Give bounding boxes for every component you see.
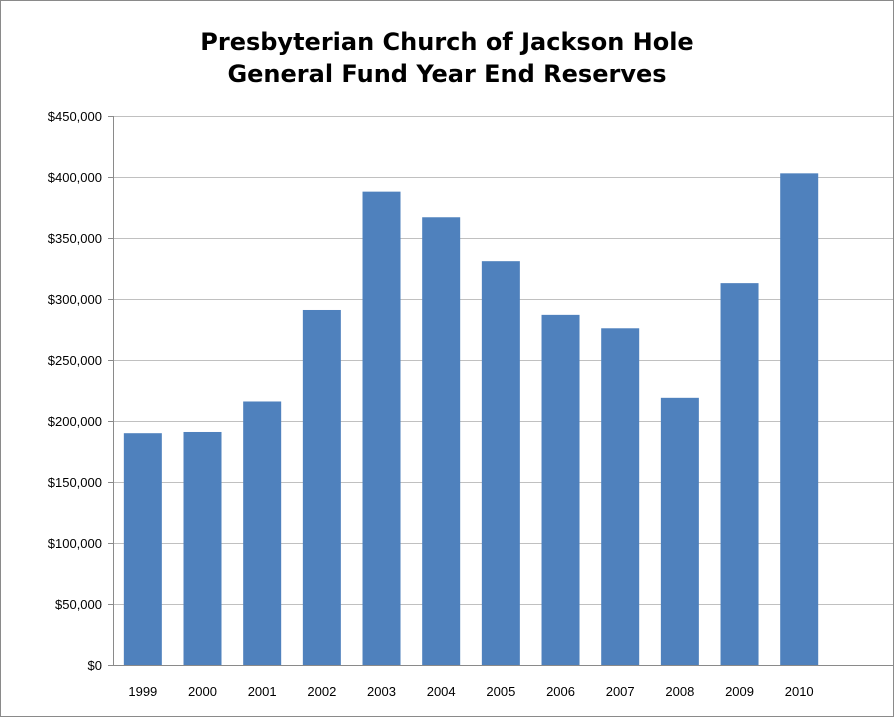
y-tick-label: $200,000 bbox=[48, 414, 102, 429]
x-tick-label: 2005 bbox=[486, 684, 515, 699]
bar-2007 bbox=[601, 328, 640, 665]
x-tick-label: 1999 bbox=[128, 684, 157, 699]
y-tick-label: $150,000 bbox=[48, 475, 102, 490]
chart-title-line-1: Presbyterian Church of Jackson Hole bbox=[200, 28, 694, 56]
y-tick-label: $450,000 bbox=[48, 109, 102, 124]
axes bbox=[108, 116, 893, 666]
bar-1999 bbox=[123, 433, 162, 665]
x-tick-label: 2010 bbox=[785, 684, 814, 699]
tick-labels: $0 $50,000 $100,000 $150,000 $200,000 $250,00… bbox=[48, 109, 814, 699]
x-tick-label: 2007 bbox=[606, 684, 635, 699]
bar-2000 bbox=[183, 431, 222, 665]
bar-2008 bbox=[660, 397, 699, 665]
x-tick-label: 2004 bbox=[427, 684, 456, 699]
bar-2002 bbox=[302, 309, 341, 665]
y-tick-label: $50,000 bbox=[55, 597, 102, 612]
bar-2001 bbox=[243, 401, 282, 665]
x-tick-label: 2003 bbox=[367, 684, 396, 699]
x-tick-label: 2009 bbox=[725, 684, 754, 699]
bar-2009 bbox=[720, 283, 759, 665]
y-tick-label: $300,000 bbox=[48, 292, 102, 307]
chart-title: Presbyterian Church of Jackson Hole Gene… bbox=[0, 26, 894, 90]
x-tick-label: 2000 bbox=[188, 684, 217, 699]
chart-title-line-2: General Fund Year End Reserves bbox=[227, 60, 667, 88]
y-tick-label: $400,000 bbox=[48, 170, 102, 185]
bar-2005 bbox=[481, 261, 520, 665]
y-tick-label: $0 bbox=[88, 658, 102, 673]
y-tick-label: $250,000 bbox=[48, 353, 102, 368]
x-tick-label: 2008 bbox=[665, 684, 694, 699]
bar-2010 bbox=[780, 173, 819, 665]
x-tick-label: 2001 bbox=[248, 684, 277, 699]
bar-2003 bbox=[362, 191, 401, 665]
bar-2006 bbox=[541, 314, 580, 665]
bar-2004 bbox=[422, 217, 461, 665]
x-tick-label: 2006 bbox=[546, 684, 575, 699]
bars bbox=[123, 173, 819, 665]
y-tick-label: $350,000 bbox=[48, 231, 102, 246]
y-tick-label: $100,000 bbox=[48, 536, 102, 551]
x-tick-label: 2002 bbox=[307, 684, 336, 699]
